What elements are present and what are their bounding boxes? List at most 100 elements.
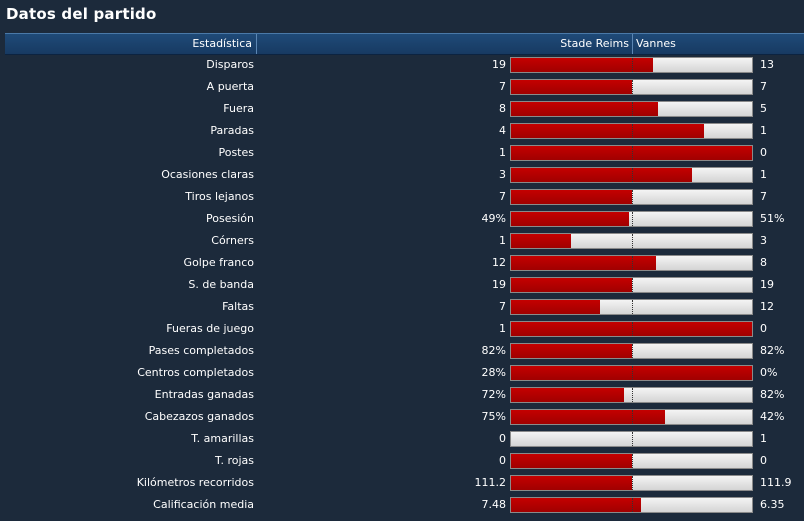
comparison-bar <box>510 453 753 469</box>
bar-midline <box>632 498 633 512</box>
comparison-bar <box>510 475 753 491</box>
bar-midline <box>632 410 633 424</box>
stat-label: Calificación media <box>153 498 254 511</box>
header-home-team[interactable]: Stade Reims <box>257 34 633 54</box>
comparison-bar <box>510 145 753 161</box>
stat-row: T. amarillas 0 1 <box>0 428 804 450</box>
stat-label: Fueras de juego <box>166 322 254 335</box>
stat-label: A puerta <box>206 80 254 93</box>
bar-midline <box>632 476 633 490</box>
home-share-fill <box>511 102 658 116</box>
stat-row: Postes 1 0 <box>0 142 804 164</box>
home-share-fill <box>511 388 625 402</box>
comparison-bar <box>510 497 753 513</box>
stat-row: Golpe franco 12 8 <box>0 252 804 274</box>
comparison-bar <box>510 321 753 337</box>
bar-midline <box>632 58 633 72</box>
home-value: 12 <box>492 256 506 269</box>
comparison-bar <box>510 343 753 359</box>
stat-row: Posesión 49% 51% <box>0 208 804 230</box>
away-value: 1 <box>760 168 767 181</box>
away-value: 12 <box>760 300 774 313</box>
away-value: 42% <box>760 410 785 423</box>
home-share-fill <box>511 124 704 138</box>
bar-midline <box>632 366 633 380</box>
home-value: 72% <box>481 388 506 401</box>
stat-label: Posesión <box>206 212 254 225</box>
away-value: 7 <box>760 80 767 93</box>
bar-midline <box>632 190 633 204</box>
away-value: 0 <box>760 322 767 335</box>
away-value: 13 <box>760 58 774 71</box>
home-value: 1 <box>499 234 506 247</box>
bar-midline <box>632 300 633 314</box>
bar-midline <box>632 278 633 292</box>
comparison-bar <box>510 299 753 315</box>
home-share-fill <box>511 498 642 512</box>
home-value: 19 <box>492 278 506 291</box>
stat-label: T. rojas <box>215 454 254 467</box>
stat-row: Kilómetros recorridos 111.2 111.9 <box>0 472 804 494</box>
home-value: 75% <box>481 410 506 423</box>
away-value: 51% <box>760 212 785 225</box>
stat-label: Centros completados <box>137 366 254 379</box>
home-value: 82% <box>481 344 506 357</box>
home-share-fill <box>511 300 601 314</box>
home-value: 49% <box>481 212 506 225</box>
stats-table-header: Estadística Stade Reims Vannes <box>5 33 804 55</box>
away-value: 0 <box>760 454 767 467</box>
home-value: 111.2 <box>474 476 507 489</box>
home-value: 7.48 <box>481 498 507 511</box>
home-value: 7 <box>499 300 506 313</box>
home-value: 7 <box>499 190 506 203</box>
stat-row: S. de banda 19 19 <box>0 274 804 296</box>
away-value: 6.35 <box>760 498 785 511</box>
comparison-bar <box>510 211 753 227</box>
stat-row: Tiros lejanos 7 7 <box>0 186 804 208</box>
home-share-fill <box>511 454 632 468</box>
home-value: 1 <box>499 322 506 335</box>
comparison-bar <box>510 431 753 447</box>
home-value: 19 <box>492 58 506 71</box>
header-stat-column[interactable]: Estadística <box>5 34 257 54</box>
bar-midline <box>632 322 633 336</box>
stat-label: Paradas <box>210 124 254 137</box>
home-share-fill <box>511 344 632 358</box>
stat-label: Faltas <box>222 300 254 313</box>
home-share-fill <box>511 234 572 248</box>
bar-midline <box>632 124 633 138</box>
home-share-fill <box>511 366 752 380</box>
away-value: 3 <box>760 234 767 247</box>
stats-table: Disparos 19 13 A puerta 7 7 Fuera 8 5 Paradas 4 1 Po… <box>0 54 804 516</box>
bar-midline <box>632 80 633 94</box>
comparison-bar <box>510 233 753 249</box>
bar-midline <box>632 234 633 248</box>
comparison-bar <box>510 79 753 95</box>
stat-row: Fuera 8 5 <box>0 98 804 120</box>
comparison-bar <box>510 365 753 381</box>
stat-label: Pases completados <box>148 344 254 357</box>
bar-midline <box>632 102 633 116</box>
home-value: 0 <box>499 432 506 445</box>
bar-midline <box>632 146 633 160</box>
bar-midline <box>632 388 633 402</box>
away-value: 0% <box>760 366 778 379</box>
comparison-bar <box>510 167 753 183</box>
stat-label: Cabezazos ganados <box>144 410 254 423</box>
header-away-team[interactable]: Vannes <box>636 37 676 50</box>
home-value: 1 <box>499 146 506 159</box>
comparison-bar <box>510 57 753 73</box>
home-value: 7 <box>499 80 506 93</box>
stat-row: Pases completados 82% 82% <box>0 340 804 362</box>
bar-midline <box>632 168 633 182</box>
away-value: 8 <box>760 256 767 269</box>
bar-midline <box>632 454 633 468</box>
home-share-fill <box>511 168 692 182</box>
stat-label: Entradas ganadas <box>154 388 254 401</box>
home-value: 8 <box>499 102 506 115</box>
comparison-bar <box>510 387 753 403</box>
away-value: 1 <box>760 432 767 445</box>
stat-row: T. rojas 0 0 <box>0 450 804 472</box>
home-share-fill <box>511 80 632 94</box>
stat-label: Fuera <box>223 102 254 115</box>
